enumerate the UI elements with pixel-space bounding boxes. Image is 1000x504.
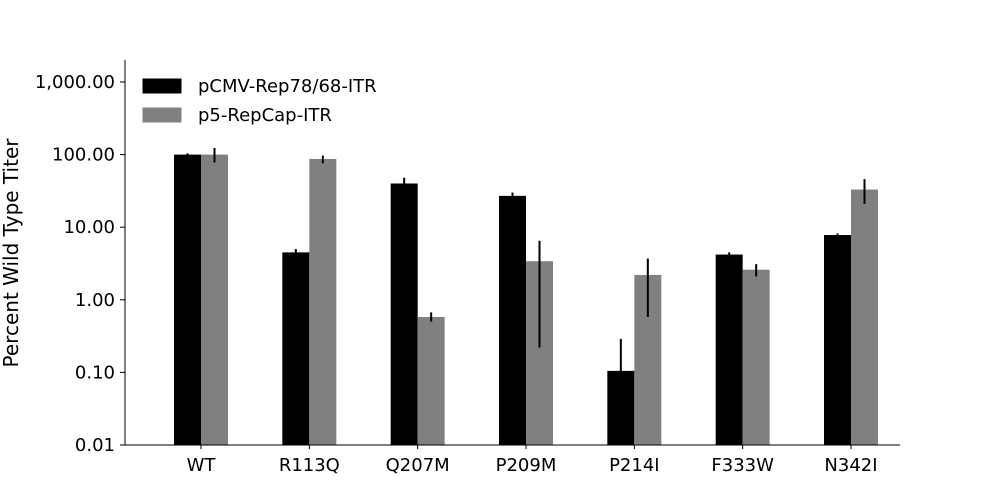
bar-2-q207m (417, 316, 445, 445)
legend-label-series-2: p5-RepCap-ITR (198, 105, 332, 126)
bar-1-f333w (715, 254, 743, 445)
bar-2-f333w (742, 269, 770, 445)
axes-layer (124, 60, 900, 446)
bar-1-r113q (282, 252, 310, 445)
bar-1-q207m (390, 183, 418, 445)
y-axis-label: Percent Wild Type Titer (0, 138, 23, 368)
error-bars-layer (186, 148, 866, 445)
y-tick-label: 1.00 (75, 290, 115, 311)
legend: pCMV-Rep78/68-ITR p5-RepCap-ITR (142, 76, 377, 126)
x-tick-label: F333W (711, 455, 774, 476)
y-tick-label: 100.00 (52, 145, 115, 166)
x-tick-label: P209M (496, 455, 557, 476)
legend-swatch-series-1 (142, 78, 182, 94)
bar-1-p209m (499, 195, 526, 445)
y-tick-label: 1,000.00 (35, 72, 115, 93)
x-tick-label: Q207M (386, 455, 450, 476)
bar-2-n342i (851, 189, 878, 445)
y-ticks-layer: 0.01 0.10 1.00 10.00 100.00 1,000.00 (35, 72, 125, 456)
x-tick-label: WT (187, 455, 217, 476)
bars-layer (174, 154, 878, 445)
bar-2-r113q (309, 158, 337, 445)
legend-label-series-1: pCMV-Rep78/68-ITR (198, 76, 377, 97)
y-tick-label: 10.00 (63, 217, 115, 238)
x-tick-label: N342I (824, 455, 877, 476)
x-ticks-layer: WT R113Q Q207M P209M P214I F333W N342I (187, 445, 878, 476)
bar-1-wt (174, 154, 201, 445)
bar-2-wt (201, 154, 228, 445)
x-tick-label: P214I (609, 455, 660, 476)
y-tick-label: 0.01 (75, 435, 115, 456)
legend-swatch-series-2 (142, 107, 182, 123)
bar-1-n342i (824, 235, 851, 445)
x-tick-label: R113Q (279, 455, 340, 476)
y-tick-label: 0.10 (75, 362, 115, 383)
